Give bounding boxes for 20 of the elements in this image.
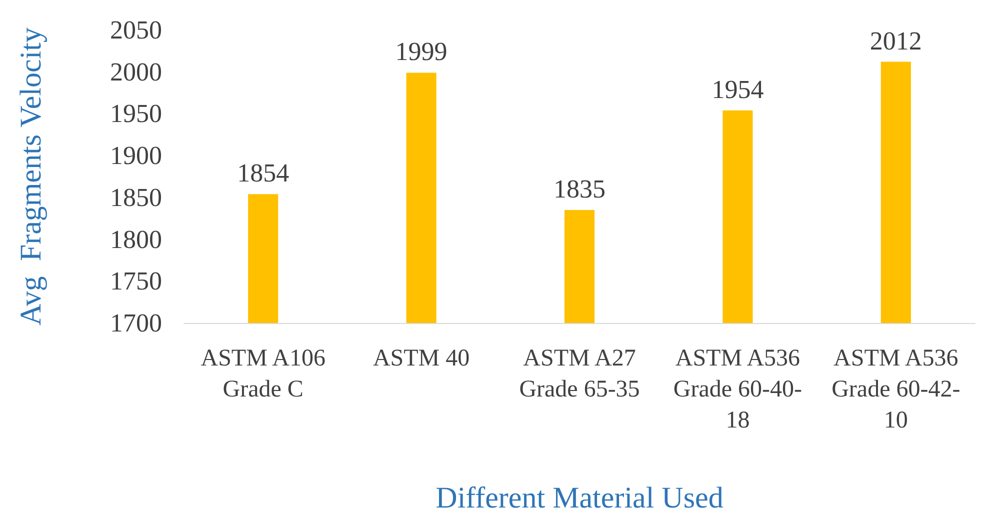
y-tick-label: 2050 xyxy=(110,16,162,44)
y-tick-label: 2000 xyxy=(110,57,162,86)
y-tick-label: 1850 xyxy=(110,182,162,212)
y-tick-label: 1900 xyxy=(110,141,162,170)
x-tick-label: ASTM 40 xyxy=(372,346,470,372)
data-label: 1999 xyxy=(395,37,448,66)
data-label: 1854 xyxy=(237,158,290,188)
y-tick-label: 1700 xyxy=(110,308,162,338)
y-axis-title: Avg Fragments Velocity xyxy=(14,27,48,326)
x-tick-label: ASTM A106 Grade C xyxy=(200,346,326,402)
data-label: 1835 xyxy=(554,174,606,204)
x-tick-label: ASTM A536 Grade 60-40- 18 xyxy=(673,346,802,434)
y-tick-label: 1800 xyxy=(110,224,162,254)
data-label: 2012 xyxy=(870,26,922,56)
x-axis-title: Different Material Used xyxy=(436,482,724,514)
data-label: 1954 xyxy=(712,74,764,104)
y-tick-label: 1950 xyxy=(110,99,162,128)
x-tick-label: ASTM A27 Grade 65-35 xyxy=(519,346,640,402)
y-tick-label: 1750 xyxy=(110,266,162,296)
x-tick-label: ASTM A536 Grade 60-42- 10 xyxy=(832,346,960,434)
